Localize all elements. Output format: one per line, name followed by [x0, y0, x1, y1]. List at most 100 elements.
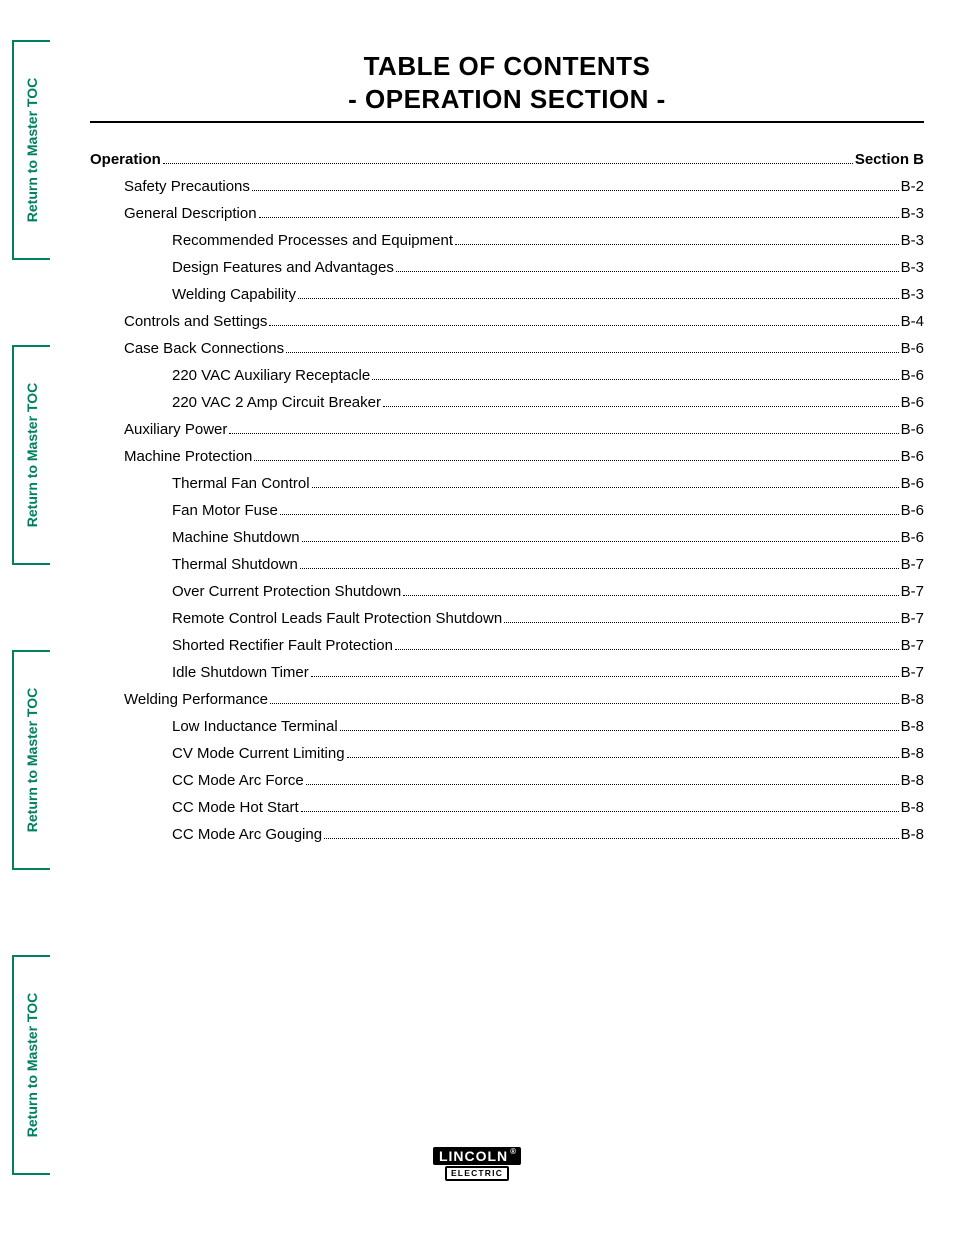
toc-page: B-6: [901, 475, 924, 492]
logo-subbrand: ELECTRIC: [445, 1166, 509, 1181]
toc-label: Fan Motor Fuse: [172, 502, 278, 519]
toc-label: Auxiliary Power: [124, 421, 227, 438]
toc-leader-dots: [301, 811, 899, 812]
toc-entry[interactable]: Thermal ShutdownB-7: [90, 556, 924, 573]
toc-entry[interactable]: Case Back Connections B-6: [90, 340, 924, 357]
toc-page: B-6: [901, 340, 924, 357]
toc-label: Welding Performance: [124, 691, 268, 708]
toc-leader-dots: [252, 190, 899, 191]
toc-leader-dots: [302, 541, 899, 542]
toc-entry[interactable]: 220 VAC 2 Amp Circuit BreakerB-6: [90, 394, 924, 411]
toc-page: B-8: [901, 826, 924, 843]
toc-label: Shorted Rectifier Fault Protection: [172, 637, 393, 654]
page-content: TABLE OF CONTENTS - OPERATION SECTION - …: [90, 50, 924, 853]
toc-entry[interactable]: Recommended Processes and Equipment B-3: [90, 232, 924, 249]
toc-entry[interactable]: CC Mode Hot StartB-8: [90, 799, 924, 816]
logo: LINCOLN® ELECTRIC: [0, 1147, 954, 1181]
toc-page: B-8: [901, 772, 924, 789]
toc-label: Idle Shutdown Timer: [172, 664, 309, 681]
toc-leader-dots: [269, 325, 898, 326]
toc-leader-dots: [403, 595, 898, 596]
toc-entry[interactable]: CC Mode Arc Gouging B-8: [90, 826, 924, 843]
toc-entry[interactable]: Low Inductance TerminalB-8: [90, 718, 924, 735]
table-of-contents: Operation Section B Safety PrecautionsB-2 G…: [90, 151, 924, 843]
toc-leader-dots: [396, 271, 899, 272]
toc-label: Thermal Fan Control: [172, 475, 310, 492]
title-block: TABLE OF CONTENTS - OPERATION SECTION -: [90, 50, 924, 123]
toc-leader-dots: [259, 217, 899, 218]
toc-leader-dots: [163, 163, 853, 164]
return-master-toc-tab[interactable]: Return to Master TOC: [12, 650, 50, 870]
toc-page: B-6: [901, 529, 924, 546]
toc-entry[interactable]: Welding CapabilityB-3: [90, 286, 924, 303]
toc-page: B-8: [901, 799, 924, 816]
side-tab-label: Return to Master TOC: [24, 383, 40, 527]
toc-page: B-3: [901, 205, 924, 222]
toc-leader-dots: [340, 730, 899, 731]
toc-entry[interactable]: Design Features and AdvantagesB-3: [90, 259, 924, 276]
toc-label: 220 VAC 2 Amp Circuit Breaker: [172, 394, 381, 411]
toc-label: CC Mode Arc Force: [172, 772, 304, 789]
toc-label: Controls and Settings: [124, 313, 267, 330]
toc-leader-dots: [347, 757, 899, 758]
toc-leader-dots: [311, 676, 899, 677]
toc-entry[interactable]: Auxiliary PowerB-6: [90, 421, 924, 438]
toc-entry[interactable]: Over Current Protection Shutdown B-7: [90, 583, 924, 600]
toc-entry[interactable]: Idle Shutdown Timer B-7: [90, 664, 924, 681]
toc-entry[interactable]: Controls and SettingsB-4: [90, 313, 924, 330]
toc-page: Section B: [855, 151, 924, 168]
toc-label: Machine Protection: [124, 448, 252, 465]
toc-label: Safety Precautions: [124, 178, 250, 195]
side-tabs: Return to Master TOC Return to Master TO…: [12, 0, 50, 1235]
toc-page: B-6: [901, 367, 924, 384]
toc-leader-dots: [312, 487, 899, 488]
side-tab-label: Return to Master TOC: [24, 688, 40, 832]
toc-entry[interactable]: 220 VAC Auxiliary Receptacle B-6: [90, 367, 924, 384]
toc-label: CC Mode Arc Gouging: [172, 826, 322, 843]
toc-page: B-7: [901, 664, 924, 681]
toc-label: Over Current Protection Shutdown: [172, 583, 401, 600]
toc-leader-dots: [395, 649, 899, 650]
toc-leader-dots: [383, 406, 899, 407]
toc-page: B-3: [901, 232, 924, 249]
return-master-toc-tab[interactable]: Return to Master TOC: [12, 40, 50, 260]
toc-label: Remote Control Leads Fault Protection Sh…: [172, 610, 502, 627]
return-master-toc-tab[interactable]: Return to Master TOC: [12, 955, 50, 1175]
toc-page: B-6: [901, 502, 924, 519]
toc-entry[interactable]: Thermal Fan Control B-6: [90, 475, 924, 492]
toc-label: Recommended Processes and Equipment: [172, 232, 453, 249]
toc-page: B-7: [901, 583, 924, 600]
toc-entry[interactable]: Remote Control Leads Fault Protection Sh…: [90, 610, 924, 627]
toc-entry[interactable]: CC Mode Arc Force B-8: [90, 772, 924, 789]
return-master-toc-tab[interactable]: Return to Master TOC: [12, 345, 50, 565]
toc-entry[interactable]: General DescriptionB-3: [90, 205, 924, 222]
toc-label: CV Mode Current Limiting: [172, 745, 345, 762]
toc-page: B-8: [901, 718, 924, 735]
toc-leader-dots: [270, 703, 899, 704]
toc-entry[interactable]: Fan Motor Fuse B-6: [90, 502, 924, 519]
toc-page: B-6: [901, 448, 924, 465]
toc-entry[interactable]: Welding PerformanceB-8: [90, 691, 924, 708]
toc-label: Operation: [90, 151, 161, 168]
toc-entry[interactable]: CV Mode Current LimitingB-8: [90, 745, 924, 762]
toc-entry[interactable]: Safety PrecautionsB-2: [90, 178, 924, 195]
toc-page: B-7: [901, 637, 924, 654]
toc-leader-dots: [504, 622, 898, 623]
toc-leader-dots: [300, 568, 899, 569]
toc-leader-dots: [229, 433, 898, 434]
toc-leader-dots: [254, 460, 898, 461]
toc-entry[interactable]: Operation Section B: [90, 151, 924, 168]
toc-leader-dots: [372, 379, 898, 380]
logo-brand: LINCOLN®: [433, 1147, 521, 1165]
toc-entry[interactable]: Machine Protection B-6: [90, 448, 924, 465]
toc-label: Case Back Connections: [124, 340, 284, 357]
toc-leader-dots: [280, 514, 899, 515]
toc-leader-dots: [286, 352, 899, 353]
toc-label: Machine Shutdown: [172, 529, 300, 546]
toc-entry[interactable]: Shorted Rectifier Fault Protection B-7: [90, 637, 924, 654]
title-line-1: TABLE OF CONTENTS: [90, 50, 924, 83]
toc-entry[interactable]: Machine Shutdown B-6: [90, 529, 924, 546]
toc-label: 220 VAC Auxiliary Receptacle: [172, 367, 370, 384]
toc-label: Thermal Shutdown: [172, 556, 298, 573]
toc-leader-dots: [306, 784, 899, 785]
